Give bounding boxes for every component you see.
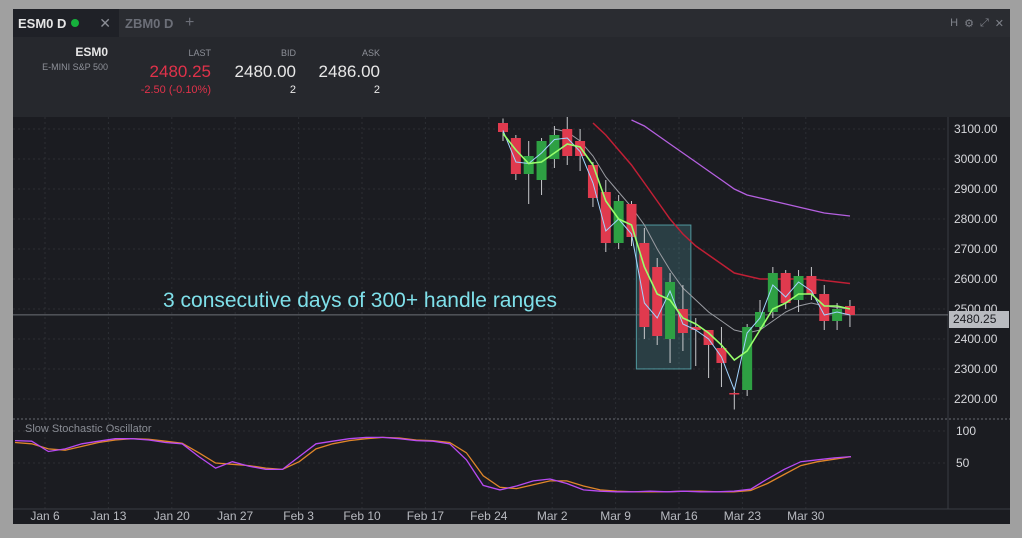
y-tick-label: 2900.00 — [954, 182, 998, 196]
candle-body — [690, 327, 701, 330]
ma-fast-line — [502, 130, 851, 392]
candle-body — [498, 123, 508, 132]
candle-body — [677, 309, 688, 333]
candle-body — [510, 138, 521, 174]
osc-tick-label: 50 — [956, 456, 970, 470]
candle-body — [613, 201, 624, 243]
candle-body — [639, 243, 650, 327]
osc-tick-label: 100 — [956, 424, 976, 438]
x-tick-label: Feb 17 — [407, 509, 445, 523]
last-label: LAST — [188, 48, 211, 58]
bid-size: 2 — [289, 84, 296, 96]
y-tick-label: 2300.00 — [954, 362, 998, 376]
symbol: ESM0 — [75, 45, 108, 59]
tab-zbm0-label: ZBM0 D — [125, 15, 174, 31]
status-dot-icon — [71, 19, 80, 27]
symbol-description: E-MINI S&P 500 — [42, 62, 108, 72]
x-tick-label: Mar 16 — [660, 509, 698, 523]
tab-esm0-label: ESM0 D — [18, 15, 67, 31]
x-tick-label: Jan 13 — [90, 509, 126, 523]
close-window-icon[interactable]: ✕ — [994, 17, 1004, 30]
candle-body — [665, 282, 676, 339]
bid-label: BID — [280, 48, 296, 58]
candle-body — [600, 192, 611, 243]
ma-green-line — [502, 133, 851, 362]
x-tick-label: Jan 27 — [217, 509, 253, 523]
last-value: 2480.25 — [149, 62, 211, 81]
gear-icon[interactable]: ⚙ — [964, 17, 974, 30]
candle-body — [716, 348, 727, 363]
ma-purple-line — [631, 119, 851, 217]
bid-value: 2480.00 — [234, 62, 296, 81]
chart-background — [13, 117, 1010, 524]
candle-body — [780, 273, 791, 303]
y-tick-label: 3000.00 — [954, 152, 998, 166]
quote-panel: ESM0 E-MINI S&P 500 LAST 2480.25 -2.50 (… — [13, 37, 1010, 117]
candle-body — [806, 276, 817, 294]
y-tick-label: 2600.00 — [954, 272, 998, 286]
x-tick-label: Feb 3 — [283, 509, 314, 523]
candle-body — [703, 330, 714, 345]
x-tick-label: Mar 9 — [600, 509, 631, 523]
candle-body — [536, 141, 547, 180]
candle-body — [575, 141, 586, 156]
x-tick-label: Feb 24 — [470, 509, 508, 523]
add-tab-button[interactable]: + — [185, 14, 195, 31]
x-tick-label: Jan 20 — [154, 509, 190, 523]
tab-esm0[interactable]: ESM0 D ✕ — [13, 9, 119, 37]
chart-annotation: 3 consecutive days of 300+ handle ranges — [163, 289, 558, 312]
candle-body — [742, 327, 753, 390]
x-tick-label: Feb 10 — [343, 509, 381, 523]
candle-body — [626, 204, 637, 237]
candle-body — [523, 156, 534, 174]
candle-body — [793, 276, 804, 300]
candle-body — [652, 267, 663, 336]
y-tick-label: 2200.00 — [954, 392, 998, 406]
y-tick-label: 2800.00 — [954, 212, 998, 226]
candle-body — [755, 312, 765, 327]
candle-body — [562, 129, 573, 156]
x-tick-label: Mar 2 — [537, 509, 568, 523]
x-tick-label: Mar 30 — [787, 509, 825, 523]
close-tab-icon[interactable]: ✕ — [99, 14, 111, 31]
price-chart[interactable]: Jan 6 Jan 13 Jan 20 Jan 27 Feb 3 Feb 10 Feb 17… — [13, 117, 1010, 524]
window-controls: H ⚙ ⤢ ✕ — [950, 9, 1004, 37]
candle-body — [819, 294, 830, 321]
change-value: -2.50 (-0.10%) — [140, 84, 211, 96]
last-price-tag: 2480.25 — [949, 311, 1009, 328]
expand-icon[interactable]: ⤢ — [979, 16, 989, 29]
y-tick-label: 2400.00 — [954, 332, 998, 346]
candle-body — [832, 309, 843, 321]
ask-size: 2 — [373, 84, 380, 96]
h-icon[interactable]: H — [950, 17, 959, 29]
ask-value: 2486.00 — [318, 62, 380, 81]
oscillator-label: Slow Stochastic Oscillator — [25, 423, 152, 435]
candle-body — [549, 135, 560, 159]
candle-body — [844, 306, 855, 315]
candle-body — [587, 165, 598, 198]
candle-body — [729, 393, 740, 395]
chart-window: ESM0 D ✕ ZBM0 D + H ⚙ ⤢ ✕ ESM0 E-MINI S&… — [13, 9, 1010, 524]
candle-body — [767, 273, 778, 312]
ma-gray-line — [554, 128, 851, 334]
x-tick-label: Mar 23 — [724, 509, 762, 523]
tab-bar: ESM0 D ✕ ZBM0 D + H ⚙ ⤢ ✕ — [13, 9, 1010, 37]
ask-label: ASK — [361, 48, 380, 58]
stoch-k-line — [14, 436, 852, 493]
y-tick-label: 2700.00 — [954, 242, 998, 256]
tab-zbm0[interactable]: ZBM0 D — [121, 9, 179, 37]
x-tick-label: Jan 6 — [30, 509, 60, 523]
y-tick-label: 3100.00 — [954, 122, 998, 136]
